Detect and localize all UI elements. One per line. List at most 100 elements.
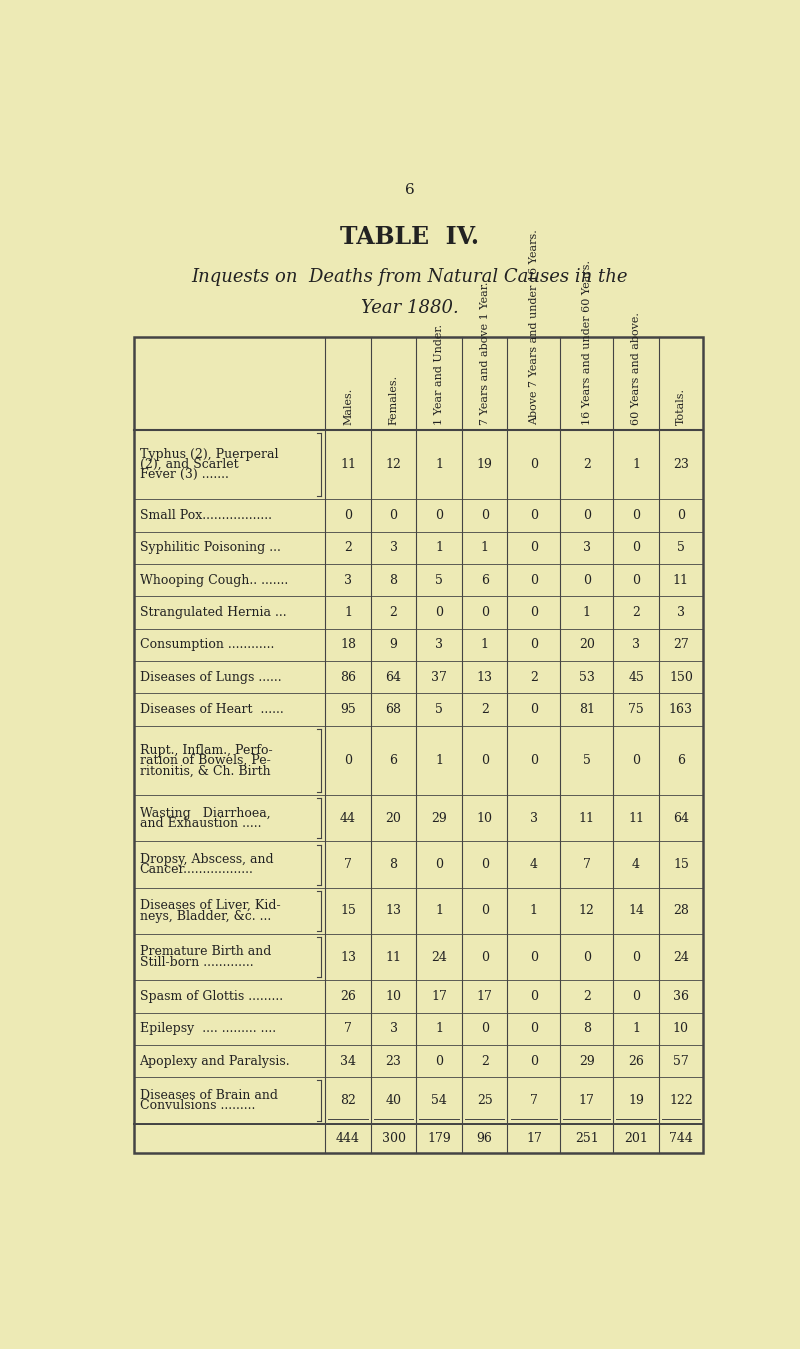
Text: 0: 0 xyxy=(677,509,685,522)
Text: 1: 1 xyxy=(344,606,352,619)
Text: 8: 8 xyxy=(390,573,398,587)
Text: 17: 17 xyxy=(579,1094,594,1108)
Text: TABLE  IV.: TABLE IV. xyxy=(341,225,479,250)
Text: 444: 444 xyxy=(336,1132,360,1145)
Text: Epilepsy  .... ......... ....: Epilepsy .... ......... .... xyxy=(139,1023,276,1035)
Text: 3: 3 xyxy=(632,638,640,652)
Text: Premature Birth and: Premature Birth and xyxy=(139,946,271,958)
Text: 8: 8 xyxy=(390,858,398,871)
Text: 10: 10 xyxy=(673,1023,689,1035)
Text: 0: 0 xyxy=(530,459,538,471)
Text: 5: 5 xyxy=(583,754,590,768)
Text: 57: 57 xyxy=(673,1055,689,1067)
Text: 0: 0 xyxy=(481,858,489,871)
Text: 0: 0 xyxy=(530,1055,538,1067)
Text: Whooping Cough.. .......: Whooping Cough.. ....... xyxy=(139,573,288,587)
Text: 15: 15 xyxy=(340,904,356,917)
Text: 17: 17 xyxy=(431,990,447,1002)
Text: 54: 54 xyxy=(431,1094,447,1108)
Text: 95: 95 xyxy=(340,703,356,716)
Text: 34: 34 xyxy=(340,1055,356,1067)
Text: 27: 27 xyxy=(673,638,689,652)
Text: 0: 0 xyxy=(530,509,538,522)
Text: 19: 19 xyxy=(628,1094,644,1108)
Text: 2: 2 xyxy=(390,606,398,619)
Text: Rupt., Inflam., Perfo-: Rupt., Inflam., Perfo- xyxy=(139,743,272,757)
Text: 2: 2 xyxy=(530,670,538,684)
Text: 44: 44 xyxy=(340,812,356,824)
Text: 19: 19 xyxy=(477,459,493,471)
Text: 0: 0 xyxy=(481,951,489,963)
Text: 1: 1 xyxy=(632,1023,640,1035)
Text: Females.: Females. xyxy=(389,375,398,425)
Text: 0: 0 xyxy=(481,754,489,768)
Text: 0: 0 xyxy=(530,754,538,768)
Text: Above 7 Years and under 16 Years.: Above 7 Years and under 16 Years. xyxy=(529,229,539,425)
Text: 3: 3 xyxy=(435,638,443,652)
Text: 86: 86 xyxy=(340,670,356,684)
Text: 4: 4 xyxy=(530,858,538,871)
Text: 0: 0 xyxy=(344,509,352,522)
Text: 0: 0 xyxy=(632,509,640,522)
Text: 12: 12 xyxy=(579,904,594,917)
Text: Males.: Males. xyxy=(343,389,353,425)
Text: 0: 0 xyxy=(435,1055,443,1067)
Text: 3: 3 xyxy=(530,812,538,824)
Text: 20: 20 xyxy=(579,638,594,652)
Text: 11: 11 xyxy=(386,951,402,963)
Text: Small Pox..................: Small Pox.................. xyxy=(139,509,271,522)
Text: 0: 0 xyxy=(435,606,443,619)
Text: Wasting   Diarrhoea,: Wasting Diarrhoea, xyxy=(139,807,270,820)
Text: 0: 0 xyxy=(530,606,538,619)
Text: Cancer..................: Cancer.................. xyxy=(139,863,254,877)
Text: 1: 1 xyxy=(435,754,443,768)
Text: Inquests on  Deaths from Natural Causes in the: Inquests on Deaths from Natural Causes i… xyxy=(192,268,628,286)
Text: 0: 0 xyxy=(481,1023,489,1035)
Text: 37: 37 xyxy=(431,670,447,684)
Text: 0: 0 xyxy=(530,638,538,652)
Text: 0: 0 xyxy=(530,951,538,963)
Text: 0: 0 xyxy=(632,573,640,587)
Text: ration of Bowels, Pe-: ration of Bowels, Pe- xyxy=(139,754,270,768)
Text: Totals.: Totals. xyxy=(676,389,686,425)
Text: 7: 7 xyxy=(583,858,590,871)
Text: 0: 0 xyxy=(435,509,443,522)
Text: 45: 45 xyxy=(628,670,644,684)
Text: Diseases of Brain and: Diseases of Brain and xyxy=(139,1089,278,1102)
Text: 1: 1 xyxy=(435,904,443,917)
Text: 3: 3 xyxy=(390,541,398,554)
Text: 7 Years and above 1 Year.: 7 Years and above 1 Year. xyxy=(480,282,490,425)
Text: 6: 6 xyxy=(390,754,398,768)
Text: 6: 6 xyxy=(481,573,489,587)
Text: 18: 18 xyxy=(340,638,356,652)
Text: 744: 744 xyxy=(669,1132,693,1145)
Text: 5: 5 xyxy=(677,541,685,554)
Text: Strangulated Hernia ...: Strangulated Hernia ... xyxy=(139,606,286,619)
Text: 300: 300 xyxy=(382,1132,406,1145)
Text: 0: 0 xyxy=(530,703,538,716)
Text: 36: 36 xyxy=(673,990,689,1002)
Text: 0: 0 xyxy=(481,509,489,522)
Text: 1: 1 xyxy=(481,638,489,652)
Text: 0: 0 xyxy=(344,754,352,768)
Text: 14: 14 xyxy=(628,904,644,917)
Text: 6: 6 xyxy=(677,754,685,768)
Text: 53: 53 xyxy=(579,670,594,684)
Text: 7: 7 xyxy=(530,1094,538,1108)
Text: 2: 2 xyxy=(481,1055,489,1067)
Text: 0: 0 xyxy=(583,509,591,522)
Text: 1: 1 xyxy=(481,541,489,554)
Text: Syphilitic Poisoning ...: Syphilitic Poisoning ... xyxy=(139,541,280,554)
Text: Dropsy, Abscess, and: Dropsy, Abscess, and xyxy=(139,853,273,866)
Text: 2: 2 xyxy=(632,606,640,619)
Text: Fever (3) .......: Fever (3) ....... xyxy=(139,468,237,482)
Text: 11: 11 xyxy=(628,812,644,824)
Text: 1 Year and Under.: 1 Year and Under. xyxy=(434,324,444,425)
Text: 3: 3 xyxy=(390,1023,398,1035)
Text: 15: 15 xyxy=(673,858,689,871)
Text: 2: 2 xyxy=(481,703,489,716)
Bar xyxy=(134,337,703,1153)
Text: 17: 17 xyxy=(477,990,493,1002)
Text: 3: 3 xyxy=(677,606,685,619)
Text: 81: 81 xyxy=(579,703,595,716)
